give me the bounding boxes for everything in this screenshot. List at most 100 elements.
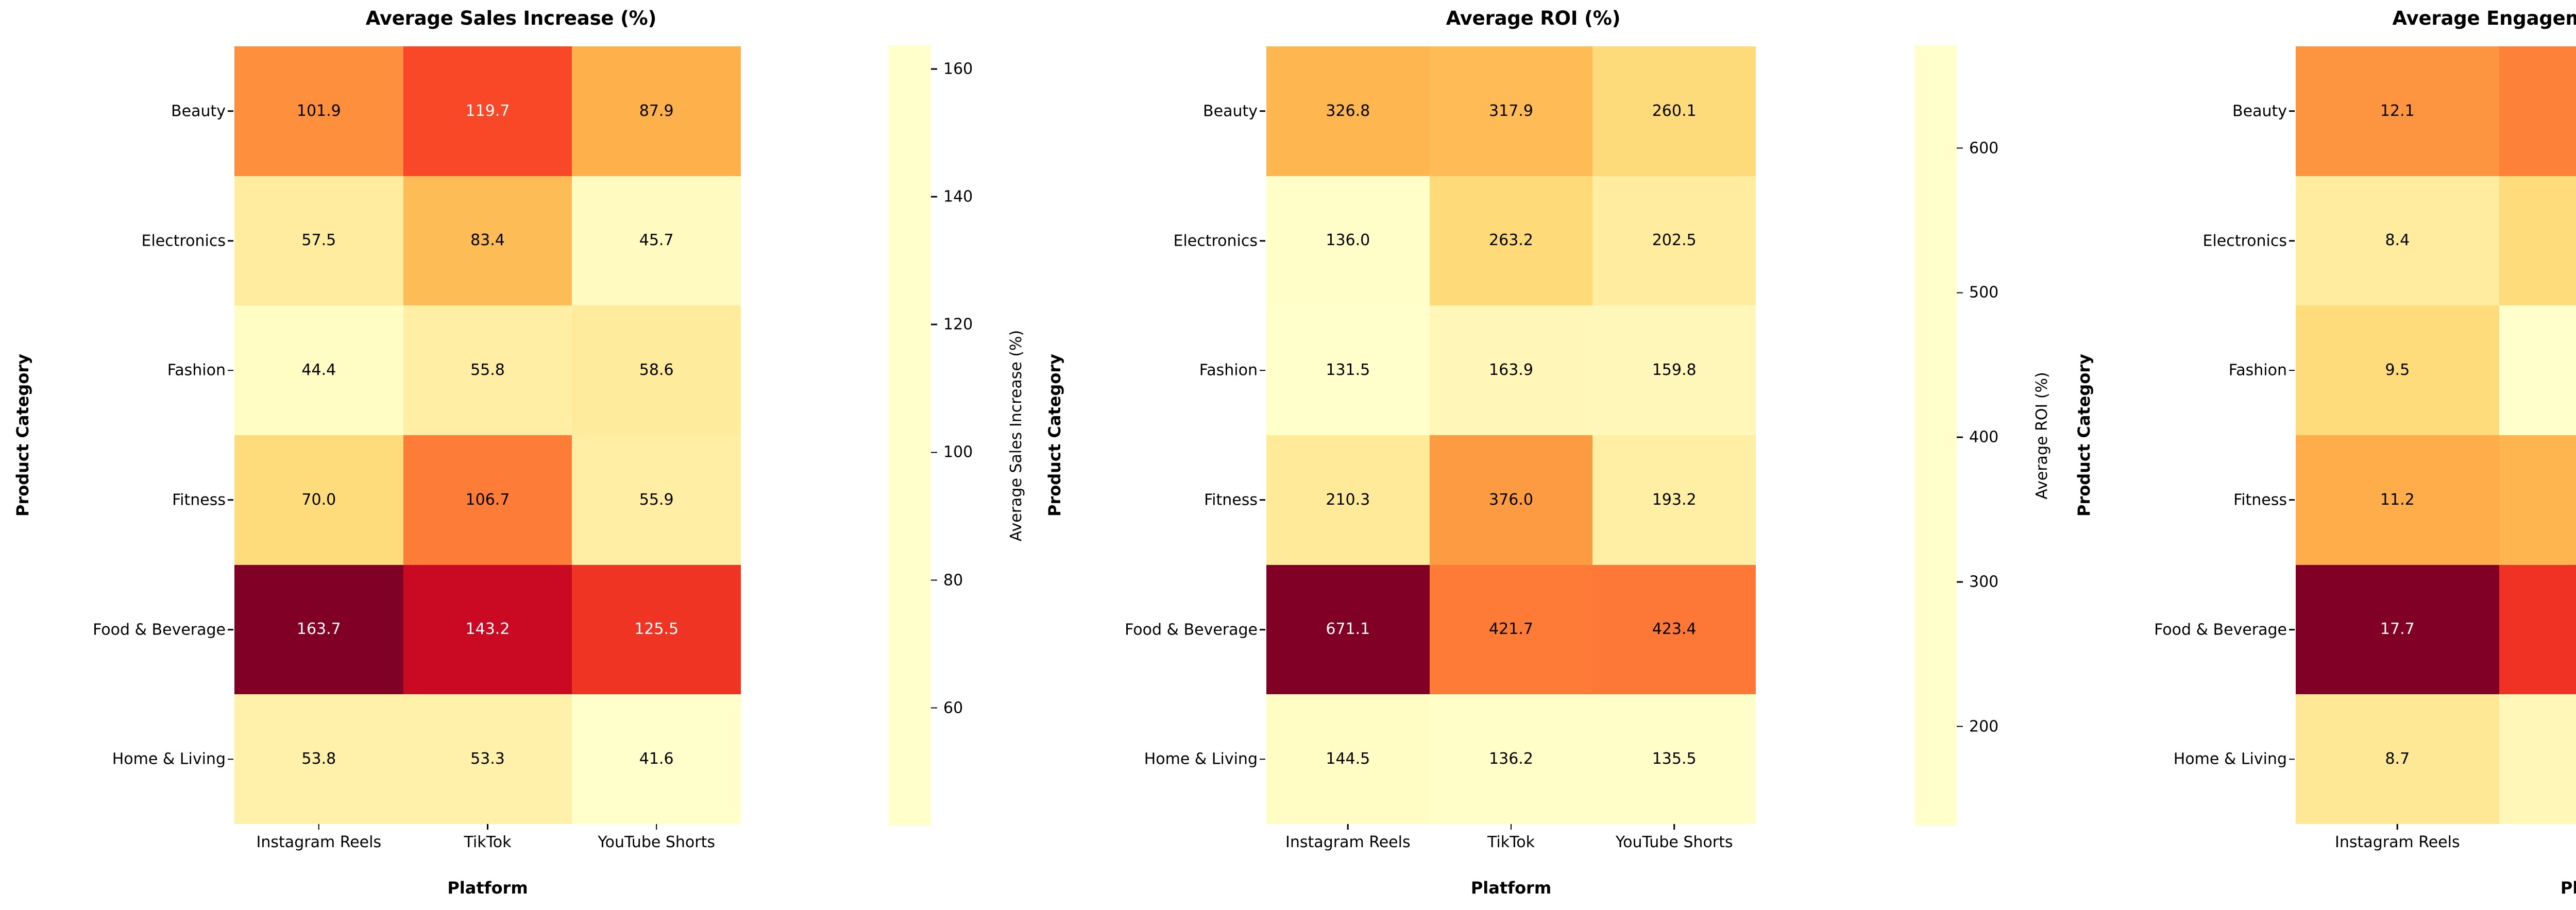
heatmap-cell[interactable]: 7.0 [2499, 305, 2576, 435]
x-tick-text: YouTube Shorts [598, 833, 715, 851]
heatmap-cell[interactable]: 163.7 [234, 564, 403, 695]
y-tick-label: Food & Beverage [2154, 621, 2296, 639]
y-tick-label: Electronics [1173, 232, 1266, 250]
heatmap-cell[interactable]: 7.6 [2499, 694, 2576, 824]
y-axis-ticks: Beauty Electronics Fashion Fitness Food & Be… [18, 46, 234, 824]
y-tick-label: Food & Beverage [93, 621, 234, 639]
colorbar-tick-label: 200 [1969, 717, 1999, 736]
heatmap-cell[interactable]: 8.4 [2296, 176, 2499, 306]
heatmap-cell[interactable]: 17.7 [2296, 564, 2499, 695]
y-tick-label: Fitness [2233, 491, 2296, 509]
heatmap-cell[interactable]: 376.0 [1429, 435, 1593, 565]
heatmap-cell[interactable]: 210.3 [1266, 435, 1430, 565]
heatmap-cell[interactable]: 671.1 [1266, 564, 1430, 695]
colorbar-tick-mark [1957, 726, 1963, 727]
heatmap-cell-value: 260.1 [1652, 101, 1697, 120]
colorbar-tick-mark [931, 452, 937, 453]
heatmap-cell-value: 421.7 [1489, 620, 1533, 639]
heatmap-cell[interactable]: 202.5 [1592, 176, 1756, 306]
heatmap-cell[interactable]: 12.6 [2499, 46, 2576, 176]
panel-title: Average Engagement Rate (%) [2392, 7, 2576, 29]
colorbar-tick: 100 [931, 443, 973, 461]
heatmap-cell[interactable]: 57.5 [234, 176, 403, 306]
colorbar-tick-mark [931, 323, 937, 325]
heatmap-cell[interactable]: 326.8 [1266, 46, 1430, 176]
y-tick-label: Beauty [171, 102, 234, 120]
heatmap-cell[interactable]: 55.8 [403, 305, 572, 435]
heatmap-cell[interactable]: 53.8 [234, 694, 403, 824]
heatmap-cell[interactable]: 263.2 [1429, 176, 1593, 306]
heatmap-cell[interactable]: 53.3 [403, 694, 572, 824]
y-tick-label: Fashion [2229, 362, 2296, 380]
x-tick-label: TikTok [464, 824, 512, 851]
heatmap-cell[interactable]: 70.0 [234, 435, 403, 565]
panel-title: Average ROI (%) [1446, 7, 1621, 29]
heatmap-cell[interactable]: 41.6 [572, 694, 741, 824]
heatmap-cell[interactable]: 11.2 [2296, 435, 2499, 565]
heatmap-cell-value: 53.8 [301, 750, 336, 768]
heatmap-cell[interactable]: 317.9 [1429, 46, 1593, 176]
heatmap-cell[interactable]: 106.7 [403, 435, 572, 565]
x-tick-text: TikTok [1487, 833, 1535, 851]
heatmap-cell[interactable]: 136.2 [1429, 694, 1593, 824]
heatmap-cell[interactable]: 10.9 [2499, 435, 2576, 565]
x-tick-label: Instagram Reels [2335, 824, 2460, 851]
heatmap-cell-value: 210.3 [1326, 490, 1370, 509]
heatmap-cell-value: 8.7 [2385, 750, 2410, 768]
heatmap-cell[interactable]: 9.5 [2296, 305, 2499, 435]
x-tick-text: Instagram Reels [256, 833, 382, 851]
heatmap-cell[interactable]: 12.1 [2296, 46, 2499, 176]
colorbar-tick: 600 [1957, 139, 1998, 157]
heatmap-cell[interactable]: 101.9 [234, 46, 403, 176]
heatmap-cell[interactable]: 14.4 [2499, 564, 2576, 695]
heatmap-cell[interactable]: 125.5 [572, 564, 741, 695]
x-tick-text: Instagram Reels [2335, 833, 2460, 851]
heatmap-panel-3: Average Engagement Rate (%)12.112.611.58… [2044, 0, 2576, 910]
heatmap-cell[interactable]: 45.7 [572, 176, 741, 306]
colorbar-tick: 60 [931, 699, 963, 717]
heatmap-cell[interactable]: 193.2 [1592, 435, 1756, 565]
x-tick-mark [318, 824, 320, 830]
heatmap-cell[interactable]: 9.5 [2499, 176, 2576, 306]
heatmap-cell[interactable]: 260.1 [1592, 46, 1756, 176]
heatmap-cell[interactable]: 58.6 [572, 305, 741, 435]
heatmap-cell[interactable]: 421.7 [1429, 564, 1593, 695]
y-tick-label: Fashion [1199, 362, 1266, 380]
heatmap-cell-value: 44.4 [301, 361, 336, 380]
heatmap-cell-value: 671.1 [1326, 620, 1370, 639]
heatmap-cell[interactable]: 131.5 [1266, 305, 1430, 435]
y-tick-label: Home & Living [1144, 750, 1266, 768]
x-tick-mark [487, 824, 488, 830]
heatmap-cell[interactable]: 55.9 [572, 435, 741, 565]
heatmap-cell[interactable]: 44.4 [234, 305, 403, 435]
heatmap-cell[interactable]: 143.2 [403, 564, 572, 695]
heatmap-cell[interactable]: 8.7 [2296, 694, 2499, 824]
colorbar-tick-mark [1957, 581, 1963, 583]
heatmap-cell-value: 135.5 [1652, 750, 1697, 768]
colorbar-tick-mark [1957, 436, 1963, 438]
heatmap-cell[interactable]: 87.9 [572, 46, 741, 176]
colorbar: 200 300 400 500 600 Average ROI (%) [1914, 45, 2051, 826]
heatmap-cell[interactable]: 119.7 [403, 46, 572, 176]
heatmap-cell-value: 144.5 [1326, 750, 1370, 768]
colorbar-tick-mark [931, 579, 937, 581]
colorbar-tick: 120 [931, 316, 973, 334]
heatmap-cell[interactable]: 159.8 [1592, 305, 1756, 435]
heatmap-cell[interactable]: 83.4 [403, 176, 572, 306]
heatmap-cell[interactable]: 423.4 [1592, 564, 1756, 695]
heatmap-cell-value: 106.7 [465, 490, 510, 509]
y-tick-label: Home & Living [2174, 750, 2296, 768]
heatmap-cell-value: 263.2 [1489, 231, 1533, 250]
heatmap-cell-value: 58.6 [639, 361, 674, 380]
heatmap-cell[interactable]: 163.9 [1429, 305, 1593, 435]
heatmap-cell[interactable]: 136.0 [1266, 176, 1430, 306]
x-axis-label: Platform [1470, 878, 1552, 898]
heatmap-cell[interactable]: 135.5 [1592, 694, 1756, 824]
heatmap-cell-value: 55.9 [639, 490, 674, 509]
colorbar-tick-label: 140 [943, 187, 973, 206]
y-tick-label: Electronics [2202, 232, 2296, 250]
colorbar-tick: 500 [1957, 284, 1998, 302]
heatmap-cell[interactable]: 144.5 [1266, 694, 1430, 824]
colorbar-tick-label: 60 [943, 699, 963, 717]
